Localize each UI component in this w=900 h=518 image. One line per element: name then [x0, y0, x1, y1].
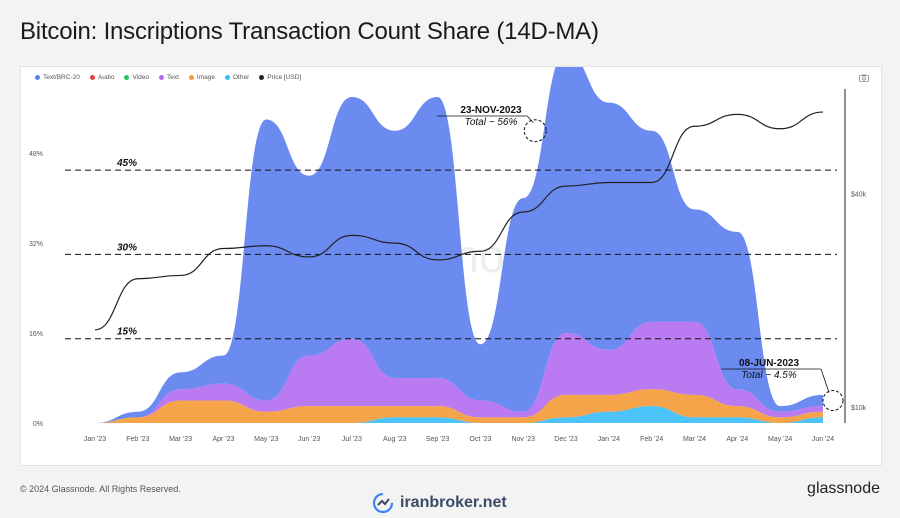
page-title: Bitcoin: Inscriptions Transaction Count …: [20, 18, 599, 45]
legend-swatch: [259, 75, 265, 80]
y-right-tick-label: $40k: [851, 192, 867, 199]
x-tick-label: Jan '24: [598, 436, 620, 443]
annotation-circle: [822, 390, 844, 412]
legend: Text/BRC-20 Audio Video Text Image Other Price…: [35, 74, 301, 81]
copyright: © 2024 Glassnode. All Rights Reserved.: [20, 484, 181, 494]
legend-label: Video: [132, 74, 149, 81]
x-tick-label: Mar '24: [683, 436, 706, 443]
legend-label: Price [USD]: [267, 74, 302, 81]
legend-item-text-brc-20[interactable]: Text/BRC-20: [35, 74, 80, 81]
legend-item-price-usd[interactable]: Price [USD]: [259, 74, 301, 81]
legend-swatch: [35, 75, 40, 80]
annotation-leader: [820, 368, 830, 393]
legend-item-other[interactable]: Other: [225, 74, 249, 81]
annotation-circle: [523, 119, 547, 143]
x-tick-label: Nov '23: [511, 436, 535, 443]
reference-label: 45%: [116, 158, 137, 169]
x-tick-label: May '23: [254, 436, 278, 443]
legend-label: Image: [196, 74, 215, 81]
legend-label: Text: [167, 74, 179, 81]
x-tick-label: Jan '23: [84, 436, 106, 443]
x-tick-label: Dec '23: [554, 436, 578, 443]
x-tick-label: Mar '23: [169, 436, 192, 443]
broker-logo-icon: [372, 492, 394, 514]
watermark-logo: iranbroker.net: [372, 492, 507, 514]
x-tick-label: Feb '23: [126, 436, 149, 443]
area-text-brc-20: [95, 67, 823, 423]
legend-label: Audio: [97, 74, 115, 81]
area-text: [95, 321, 823, 423]
annotation-date: 23-NOV-2023: [460, 105, 522, 116]
legend-item-video[interactable]: Video: [124, 74, 149, 81]
area-image: [95, 389, 823, 423]
x-tick-label: May '24: [768, 436, 792, 443]
legend-item-audio[interactable]: Audio: [89, 74, 115, 81]
x-tick-label: Apr '24: [726, 436, 748, 443]
y-tick-label: 32%: [29, 241, 43, 248]
legend-item-text[interactable]: Text: [159, 74, 179, 81]
inscriptions-chart: 0%16%32%48%$10k$40kglassnode15%30%45%23-…: [29, 67, 867, 443]
reference-label: 15%: [117, 327, 137, 338]
x-tick-label: Aug '23: [383, 436, 407, 443]
brand-logo: glassnode: [807, 480, 880, 497]
watermark-text: iranbroker.net: [400, 494, 507, 511]
legend-label: Text/BRC-20: [43, 74, 80, 81]
legend-label: Other: [233, 74, 250, 81]
y-right-tick-label: $10k: [851, 405, 867, 412]
y-tick-label: 48%: [29, 151, 43, 158]
x-tick-label: Sep '23: [426, 436, 450, 443]
price-line: [94, 111, 824, 331]
x-tick-label: Oct '23: [469, 436, 491, 443]
annotation-text: Total ~ 56%: [465, 117, 518, 128]
x-tick-label: Jun '24: [812, 436, 834, 443]
legend-swatch: [225, 75, 230, 80]
legend-swatch: [188, 75, 194, 80]
legend-item-image[interactable]: Image: [188, 74, 215, 81]
legend-swatch: [89, 75, 95, 80]
x-tick-label: Apr '23: [212, 436, 234, 443]
annotation-date: 08-JUN-2023: [739, 358, 799, 369]
x-tick-label: Feb '24: [640, 436, 663, 443]
annotation-leader: [526, 115, 534, 123]
y-tick-label: 16%: [29, 331, 43, 338]
x-tick-label: Jun '23: [298, 436, 320, 443]
reference-label: 30%: [117, 242, 137, 253]
chart-card: Text/BRC-20 Audio Video Text Image Other Price…: [20, 66, 882, 466]
camera-icon[interactable]: [859, 74, 869, 82]
legend-swatch: [124, 75, 130, 80]
x-tick-label: Jul '23: [342, 436, 362, 443]
legend-swatch: [159, 75, 164, 80]
y-tick-label: 0%: [33, 421, 43, 428]
annotation-text: Total ~ 4.5%: [741, 370, 797, 381]
area-other: [95, 406, 823, 423]
